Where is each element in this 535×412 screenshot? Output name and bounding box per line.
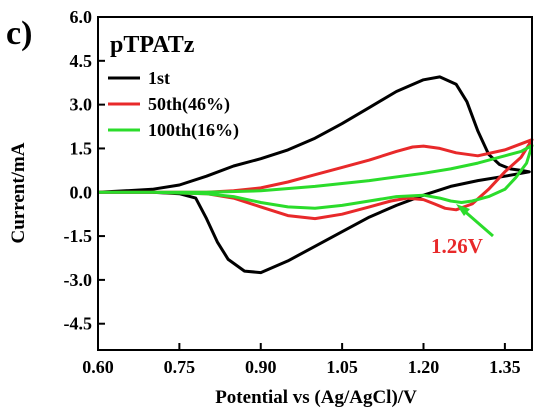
y-tick-label: -3.0: [64, 270, 93, 290]
y-tick-label: -4.5: [64, 314, 93, 334]
y-axis-label: Current/mA: [8, 142, 29, 243]
series-line-3: [98, 144, 534, 210]
plot-frame: [97, 16, 533, 351]
y-tick-label: -1.5: [64, 226, 93, 246]
legend-label-3: 100th(16%): [148, 120, 239, 141]
y-tick-label: 6.0: [70, 7, 93, 27]
x-tick-label: 1.05: [326, 357, 358, 377]
y-tick-label: 0.0: [70, 182, 93, 202]
x-tick-label: 1.20: [408, 357, 440, 377]
panel-label: c): [6, 15, 32, 52]
legend-label-2: 50th(46%): [148, 94, 230, 115]
annotation-arrowhead: [456, 204, 470, 216]
chart-title: pTPATz: [110, 32, 195, 58]
legend-label-1: 1st: [148, 68, 170, 88]
x-tick-label: 0.90: [245, 357, 277, 377]
series-line-1: [97, 75, 531, 275]
series-line-2: [98, 138, 534, 221]
x-tick-label: 1.35: [489, 357, 521, 377]
annotation-label: 1.26V: [431, 234, 483, 258]
x-tick-label: 0.75: [164, 357, 196, 377]
y-tick-label: 4.5: [70, 51, 93, 71]
y-tick-label: 3.0: [70, 95, 93, 115]
annotation-arrow: [461, 207, 494, 238]
y-tick-label: 1.5: [70, 138, 93, 158]
x-tick-label: 0.60: [82, 357, 114, 377]
x-axis-label: Potential vs (Ag/AgCl)/V: [215, 387, 417, 408]
